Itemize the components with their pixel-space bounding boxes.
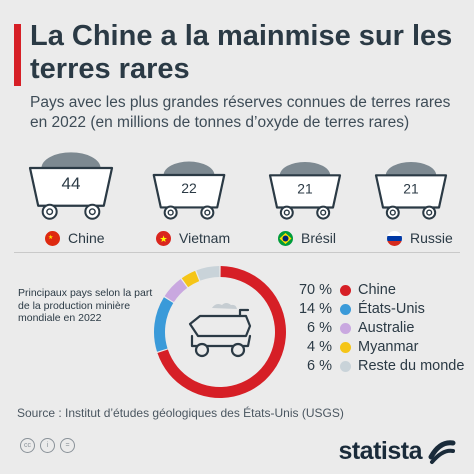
chart-subtitle: Pays avec les plus grandes réserves conn… — [30, 94, 451, 131]
legend-country: Reste du monde — [358, 358, 465, 374]
cart-wheel — [200, 205, 215, 220]
cart-wheel — [316, 205, 331, 220]
country-name: Chine — [68, 230, 105, 246]
statista-logo[interactable]: statista — [338, 437, 422, 465]
cart-wheel — [163, 205, 178, 220]
legend-item: 4 % Myanmar — [298, 339, 468, 357]
cart-wheel-hub — [283, 209, 290, 216]
cart-wheel-hub — [389, 209, 396, 216]
production-donut-chart — [154, 266, 286, 398]
cart-wheel-hub — [426, 209, 433, 216]
cart-wheel-hub — [46, 208, 54, 216]
russia-flag-icon — [387, 230, 402, 246]
chart-title: La Chine a la mainmise sur les terres ra… — [30, 20, 453, 85]
bar-value-label: 44 — [62, 174, 81, 193]
cart-wheel — [385, 205, 400, 220]
legend-country: Australie — [358, 320, 415, 336]
legend-color-dot — [340, 285, 351, 296]
legend-country: États-Unis — [358, 301, 425, 317]
legend-item: 6 % Australie — [298, 320, 468, 338]
cart-wheel-hub — [204, 209, 211, 216]
vietnam-flag-icon: ★ — [156, 230, 171, 246]
production-label: Principaux pays selon la part de la prod… — [18, 287, 153, 324]
legend-color-dot — [340, 342, 351, 353]
cart-wheel-hub — [320, 209, 327, 216]
country-label-china: ★ Chine — [45, 228, 105, 248]
legend-percent: 4 % — [307, 339, 332, 355]
bar-value-label: 22 — [181, 180, 197, 196]
country-name: Russie — [410, 230, 453, 246]
cart-body — [374, 174, 448, 209]
cart-body — [28, 166, 114, 207]
legend-percent: 6 % — [307, 320, 332, 336]
country-labels: ★ Chine ★ Vietnam Brésil Russie — [0, 228, 474, 250]
cart-wheel — [41, 203, 58, 220]
cart-wheel — [279, 205, 294, 220]
statista-logo-mark-icon — [428, 440, 456, 464]
country-label-vietnam: ★ Vietnam — [156, 228, 230, 248]
legend-country: Chine — [358, 282, 396, 298]
reserve-bar: 22 — [152, 161, 226, 220]
china-flag-icon: ★ — [45, 230, 60, 246]
legend-percent: 70 % — [298, 282, 332, 298]
cart-wheel-hub — [167, 209, 174, 216]
mining-truck-icon — [188, 303, 252, 358]
legend-color-dot — [340, 323, 351, 334]
cart-wheel-hub — [88, 208, 96, 216]
section-divider — [14, 252, 460, 253]
country-label-brazil: Brésil — [278, 228, 336, 248]
legend-percent: 6 % — [307, 358, 332, 374]
footer: cc i = statista — [0, 428, 474, 474]
country-name: Brésil — [301, 230, 337, 246]
reserve-bar: 21 — [268, 161, 342, 220]
country-name: Vietnam — [179, 230, 231, 246]
cart-wheel — [84, 203, 101, 220]
reserve-bar: 44 — [28, 152, 114, 220]
legend-percent: 14 % — [298, 301, 332, 317]
brazil-flag-icon — [278, 230, 293, 246]
country-label-russia: Russie — [387, 228, 453, 248]
donut-slice — [196, 266, 220, 281]
bar-value-label: 21 — [297, 180, 313, 196]
bar-value-label: 21 — [403, 180, 419, 196]
legend-country: Myanmar — [358, 339, 419, 355]
cart-wheel — [422, 205, 437, 220]
reserve-bar: 21 — [374, 161, 448, 220]
legend-item: 14 % États-Unis — [298, 301, 468, 319]
cart-body — [152, 173, 226, 209]
equals-icon[interactable]: = — [60, 438, 75, 453]
legend-item: 70 % Chine — [298, 282, 468, 300]
svg-text:★: ★ — [160, 234, 168, 244]
reserves-bar-chart: 44 22 21 21 — [28, 152, 448, 220]
cc-icon[interactable]: cc — [20, 438, 35, 453]
legend-color-dot — [340, 304, 351, 315]
legend-item: 6 % Reste du monde — [298, 358, 468, 376]
title-accent-bar — [14, 24, 21, 86]
cart-body — [268, 174, 342, 209]
by-icon[interactable]: i — [40, 438, 55, 453]
source-note: Source : Institut d’études géologiques d… — [17, 406, 344, 420]
donut-slice — [181, 270, 200, 288]
donut-slice — [154, 297, 174, 352]
donut-slice — [164, 278, 188, 303]
svg-text:★: ★ — [48, 234, 53, 241]
legend-color-dot — [340, 361, 351, 372]
